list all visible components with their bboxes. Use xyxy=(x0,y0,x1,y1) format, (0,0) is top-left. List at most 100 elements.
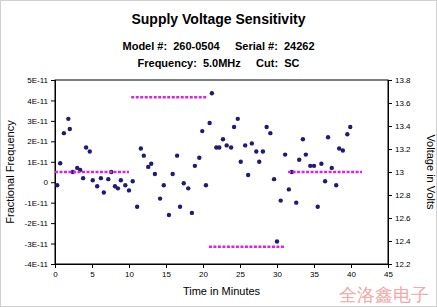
data-point xyxy=(257,160,261,164)
data-point xyxy=(330,166,334,170)
tick-mark xyxy=(51,100,55,101)
tick: 5 xyxy=(90,264,95,279)
tick: 13.2 xyxy=(388,145,411,154)
tick-mark xyxy=(51,264,55,265)
data-point xyxy=(348,125,352,129)
tick-mark xyxy=(388,103,392,104)
tick-mark xyxy=(51,141,55,142)
data-point xyxy=(232,125,236,129)
data-point xyxy=(58,161,62,165)
data-point xyxy=(323,179,327,183)
tick-label: 0 xyxy=(44,178,49,187)
tick: 15 xyxy=(162,264,171,279)
tick: 10 xyxy=(125,264,134,279)
tick-label: 12.8 xyxy=(395,191,411,200)
axis-line xyxy=(51,81,56,265)
tick: -1E-11 xyxy=(25,199,55,208)
tick-mark xyxy=(388,218,392,219)
tick-mark xyxy=(388,80,392,81)
data-point xyxy=(272,177,276,181)
tick-label: 5 xyxy=(90,270,95,279)
data-point xyxy=(158,196,162,200)
tick: 45 xyxy=(384,264,393,279)
data-point xyxy=(135,205,139,209)
tick: 12.6 xyxy=(388,214,411,223)
data-point xyxy=(127,188,131,192)
data-point xyxy=(279,198,283,202)
data-point xyxy=(182,181,186,185)
tick: -3E-11 xyxy=(25,240,55,249)
data-point xyxy=(341,148,345,152)
data-point xyxy=(190,211,194,215)
data-point xyxy=(268,131,272,135)
tick-mark xyxy=(351,264,352,268)
tick-label: 5E-11 xyxy=(27,76,48,85)
data-point xyxy=(254,149,258,153)
tick-label: 15 xyxy=(162,270,171,279)
tick: 20 xyxy=(199,264,208,279)
tick-mark xyxy=(51,182,55,183)
data-point xyxy=(264,125,268,129)
y2-axis-title: Voltage in Volts xyxy=(425,134,437,210)
subtitle: Frequency: 5.0MHz Cut: SC xyxy=(138,57,300,69)
y2-axis: 12.212.412.612.81313.213.413.613.8 xyxy=(388,76,411,269)
tick-label: 10 xyxy=(125,270,134,279)
tick-label: 12.2 xyxy=(395,260,411,269)
data-point xyxy=(170,172,174,176)
tick: 12.4 xyxy=(388,237,411,246)
data-point xyxy=(55,183,59,187)
tick-label: 13.8 xyxy=(395,76,411,85)
x-axis-title: Time in Minutes xyxy=(183,285,261,297)
tick-label: -1E-11 xyxy=(25,199,49,208)
data-point xyxy=(210,91,214,95)
data-point xyxy=(142,153,146,157)
background xyxy=(1,1,437,307)
tick-label: 13.6 xyxy=(395,99,411,108)
data-point xyxy=(229,145,233,149)
data-point xyxy=(301,137,305,141)
tick-mark xyxy=(92,264,93,268)
data-point xyxy=(84,145,88,149)
tick: 13.6 xyxy=(388,99,411,108)
data-point xyxy=(62,131,66,135)
data-point xyxy=(119,178,123,182)
data-point xyxy=(312,164,316,168)
tick-mark xyxy=(240,264,241,268)
tick-mark xyxy=(388,264,392,265)
axis-line xyxy=(56,265,389,269)
data-point xyxy=(294,200,298,204)
tick-mark xyxy=(51,203,55,204)
data-point xyxy=(261,149,265,153)
data-point xyxy=(304,152,308,156)
data-point xyxy=(246,173,250,177)
data-point xyxy=(162,183,166,187)
data-point xyxy=(95,184,99,188)
marks xyxy=(55,91,362,247)
tick: 30 xyxy=(273,264,282,279)
tick-label: 13.4 xyxy=(395,122,411,131)
data-point xyxy=(287,187,291,191)
voltage-line xyxy=(55,97,362,247)
data-point xyxy=(66,117,70,121)
data-point xyxy=(337,146,341,150)
data-point xyxy=(334,183,338,187)
tick: 35 xyxy=(310,264,319,279)
y-axis-title: Fractional Frequency xyxy=(4,120,16,224)
tick-label: 12.6 xyxy=(395,214,411,223)
tick: 0 xyxy=(44,178,55,187)
data-point xyxy=(81,176,85,180)
subtitle: Model #: 260-0504 Serial #: 24262 xyxy=(123,40,315,52)
data-point xyxy=(217,145,221,149)
data-point xyxy=(139,146,143,150)
tick-mark xyxy=(388,149,392,150)
data-point xyxy=(236,117,240,121)
data-point xyxy=(224,143,228,147)
data-point xyxy=(178,205,182,209)
tick-mark xyxy=(51,80,55,81)
tick-mark xyxy=(388,126,392,127)
data-point xyxy=(193,164,197,168)
tick-mark xyxy=(51,244,55,245)
tick-mark xyxy=(203,264,204,268)
tick-label: 35 xyxy=(310,270,319,279)
data-point xyxy=(319,162,323,166)
